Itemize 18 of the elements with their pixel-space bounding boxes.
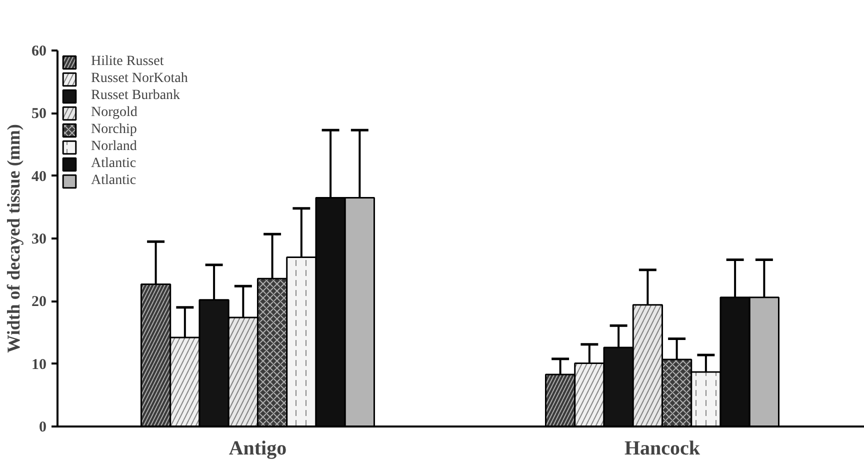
y-tick-label: 20	[32, 294, 46, 310]
y-tick-label: 30	[32, 232, 46, 248]
legend-label: Russet NorKotah	[91, 71, 188, 87]
y-tick-label: 40	[32, 168, 46, 185]
legend-label: Russet Burbank	[91, 88, 180, 104]
y-tick-label: 0	[39, 420, 46, 436]
y-tick-label: 60	[32, 44, 46, 60]
legend-label: Hilite Russet	[91, 54, 164, 70]
y-tick-label: 50	[32, 106, 46, 122]
legend-label: Norchip	[91, 122, 137, 138]
x-tick-label: Hancock	[624, 438, 701, 460]
y-tick-label: 10	[32, 356, 46, 373]
legend-label: Atlantic	[91, 156, 136, 172]
legend-label: Atlantic	[91, 173, 136, 189]
legend-label: Norgold	[91, 105, 138, 121]
x-tick-label: Antigo	[228, 438, 287, 460]
y-axis-title: Width of decayed tissue (mm)	[4, 124, 24, 353]
legend-label: Norland	[91, 139, 137, 155]
